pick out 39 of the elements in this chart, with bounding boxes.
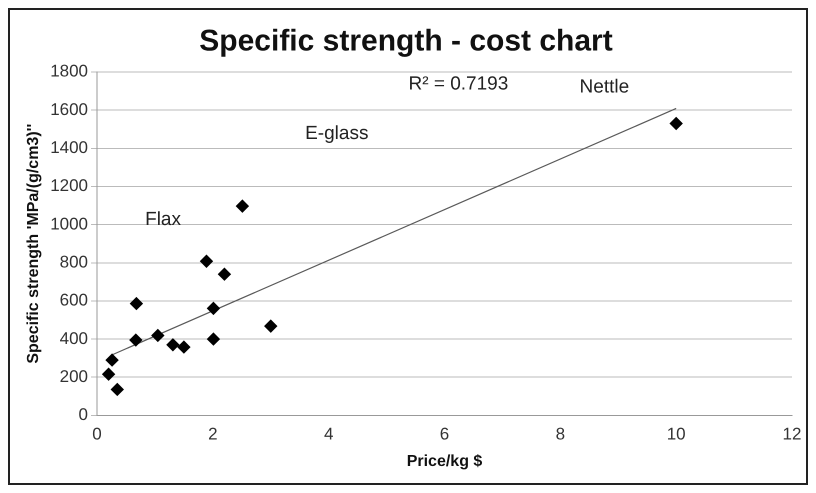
point (102, 368, 116, 381)
x-tick-label: 8 (556, 424, 566, 444)
point (236, 200, 249, 213)
annotation: Flax (145, 208, 182, 230)
y-tick-label: 800 (60, 252, 88, 272)
y-tick-label: 1400 (50, 138, 88, 157)
x-tick-label: 4 (324, 424, 334, 444)
point (206, 302, 220, 315)
y-tick-label: 1200 (50, 176, 88, 196)
point (151, 328, 164, 342)
point (106, 354, 119, 367)
point (110, 382, 124, 396)
x-tick-label: 10 (666, 424, 686, 444)
y-tick-label: 1000 (50, 214, 88, 234)
y-tick-label: 600 (60, 290, 88, 310)
annotation: Nettle (580, 76, 630, 98)
point (166, 338, 180, 352)
x-tick-label: 0 (92, 424, 102, 444)
y-tick-label: 1800 (50, 62, 88, 81)
x-tick-label: 2 (208, 424, 218, 444)
point (200, 254, 213, 268)
point (130, 297, 143, 310)
point (129, 334, 142, 347)
point (206, 332, 220, 346)
y-tick-label: 0 (78, 405, 88, 424)
annotation: R² = 0.7193 (408, 73, 508, 94)
point (670, 117, 683, 130)
point (218, 268, 231, 281)
y-tick-label: 200 (60, 366, 88, 386)
point (264, 320, 278, 333)
chart-title: Specific strength - cost chart (199, 24, 613, 58)
x-tick-label: 12 (782, 424, 802, 444)
y-axis-title: Specific strength 'MPa/(g/cm3)'' (25, 124, 42, 364)
annotation: E-glass (305, 123, 368, 144)
y-tick-label: 400 (60, 328, 88, 348)
point (177, 340, 190, 354)
y-tick-label: 1600 (50, 100, 88, 119)
x-axis-title: Price/kg $ (406, 452, 482, 470)
x-tick-label: 6 (440, 424, 450, 444)
